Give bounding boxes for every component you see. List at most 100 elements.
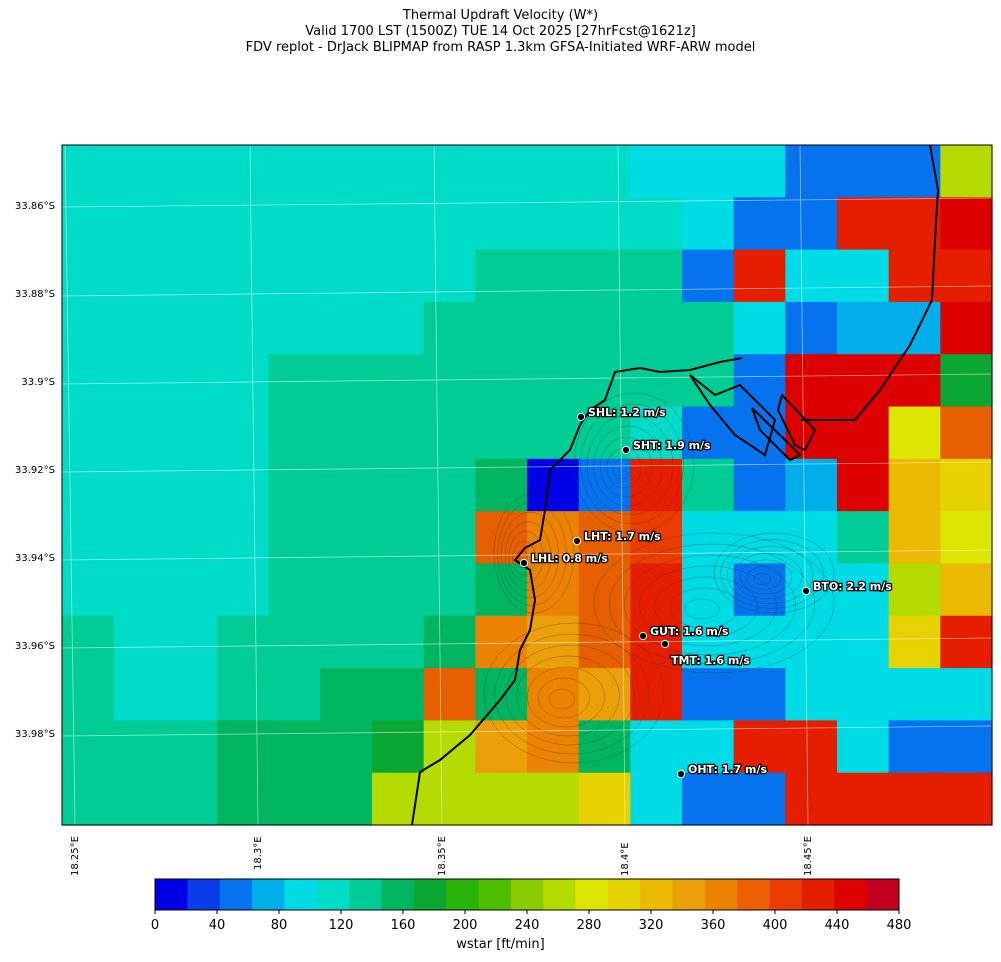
lat-label-2: 33.88°S (15, 289, 55, 300)
grid-cell (268, 406, 321, 460)
grid-cell (423, 145, 476, 198)
station-label-sht: SHT: 1.9 m/s (633, 439, 711, 452)
grid-cell (423, 772, 476, 826)
grid-cell (527, 354, 580, 408)
grid-cell (268, 563, 321, 617)
lat-label-4: 33.92°S (15, 465, 55, 476)
grid-cell (475, 615, 528, 669)
lon-label-2: 18.3°E (253, 836, 264, 870)
grid-cell (423, 301, 476, 355)
lat-label-7: 33.98°S (15, 729, 55, 740)
colorbar-swatch (478, 879, 512, 910)
grid-cell (372, 511, 425, 565)
grid-cell (630, 249, 683, 303)
contour-line (508, 531, 544, 583)
colorbar-swatch (349, 879, 382, 910)
grid-cell (62, 563, 115, 617)
grid-cell (113, 197, 166, 251)
grid-cell (423, 563, 476, 617)
grid-cell (785, 772, 838, 826)
grid-cell (217, 197, 270, 251)
grid-cell (837, 458, 890, 512)
grid-cell (320, 668, 373, 721)
colorbar-tick-label: 0 (150, 918, 160, 933)
grid-cell (475, 301, 528, 355)
wstar-grid (62, 145, 993, 826)
colorbar-swatch (704, 879, 738, 910)
station-label-shl: SHL: 1.2 m/s (588, 406, 666, 419)
grid-cell (165, 354, 218, 408)
grid-cell (217, 458, 270, 512)
station-marker-oht (676, 769, 686, 779)
station-label-gut: GUT: 1.6 m/s (650, 625, 729, 638)
contour-line (494, 633, 650, 755)
grid-cell (733, 511, 786, 565)
colorbar-tick-label: 240 (514, 918, 540, 933)
grid-cell (682, 145, 735, 198)
grid-cell (372, 301, 425, 355)
grid-cell (733, 145, 786, 198)
grid-cell (837, 301, 890, 355)
station-marker-sht (621, 445, 631, 455)
contour-line (720, 539, 824, 609)
grid-cell (682, 772, 735, 826)
grid-cell (578, 249, 631, 303)
contour-line (493, 492, 575, 614)
colorbar-swatch (155, 879, 188, 910)
grid-cell (630, 406, 683, 460)
grid-cell (62, 301, 115, 355)
grid-cell (578, 458, 631, 512)
grid-cell (165, 249, 218, 303)
grid-cell (682, 615, 735, 669)
grid-cell (940, 720, 993, 774)
grid-cell (888, 772, 941, 826)
colorbar-tick-label: 280 (576, 918, 602, 933)
grid-cell (888, 458, 941, 512)
lat-label-5: 33.94°S (15, 553, 55, 564)
grid-cell (940, 145, 993, 198)
contour-line (573, 392, 695, 534)
grid-cell (940, 458, 993, 512)
contour-line (580, 403, 684, 525)
grid-cell (423, 615, 476, 669)
grid-cell (217, 668, 270, 721)
grid-cell (62, 145, 115, 198)
grid-cell (165, 720, 218, 774)
colorbar-tick-label: 360 (700, 918, 726, 933)
grid-cell (785, 668, 838, 721)
latitude-line (61, 725, 993, 737)
grid-cell (527, 563, 580, 617)
latitude-line (61, 285, 993, 297)
title-line-1: Thermal Updraft Velocity (W*) (402, 8, 599, 23)
grid-cell (940, 563, 993, 617)
grid-cell (837, 249, 890, 303)
longitude-line (64, 144, 76, 826)
colorbar-swatch (607, 879, 641, 910)
grid-cell (733, 458, 786, 512)
colorbar-tick-label: 160 (390, 918, 416, 933)
longitude-line (799, 144, 809, 826)
grid-cell (165, 145, 218, 198)
station-marker-gut (638, 631, 648, 641)
grid-cell (62, 615, 115, 669)
grid-cell (113, 354, 166, 408)
grid-cell (217, 406, 270, 460)
grid-cell (268, 668, 321, 721)
grid-cell (888, 668, 941, 721)
grid-cell (165, 615, 218, 669)
grid-cell (165, 406, 218, 460)
grid-cell (372, 197, 425, 251)
station-label-oht: OHT: 1.7 m/s (688, 763, 767, 776)
grid-cell (733, 615, 786, 669)
grid-cell (733, 249, 786, 303)
grid-cell (62, 668, 115, 721)
coastline (411, 144, 940, 826)
grid-cell (837, 563, 890, 617)
grid-cell (630, 511, 683, 565)
colorbar-swatch (187, 879, 221, 910)
contour-line (548, 688, 576, 710)
grid-cell (423, 668, 476, 721)
lat-label-1: 33.86°S (15, 201, 55, 212)
grid-cell (165, 301, 218, 355)
grid-cell (217, 301, 270, 355)
